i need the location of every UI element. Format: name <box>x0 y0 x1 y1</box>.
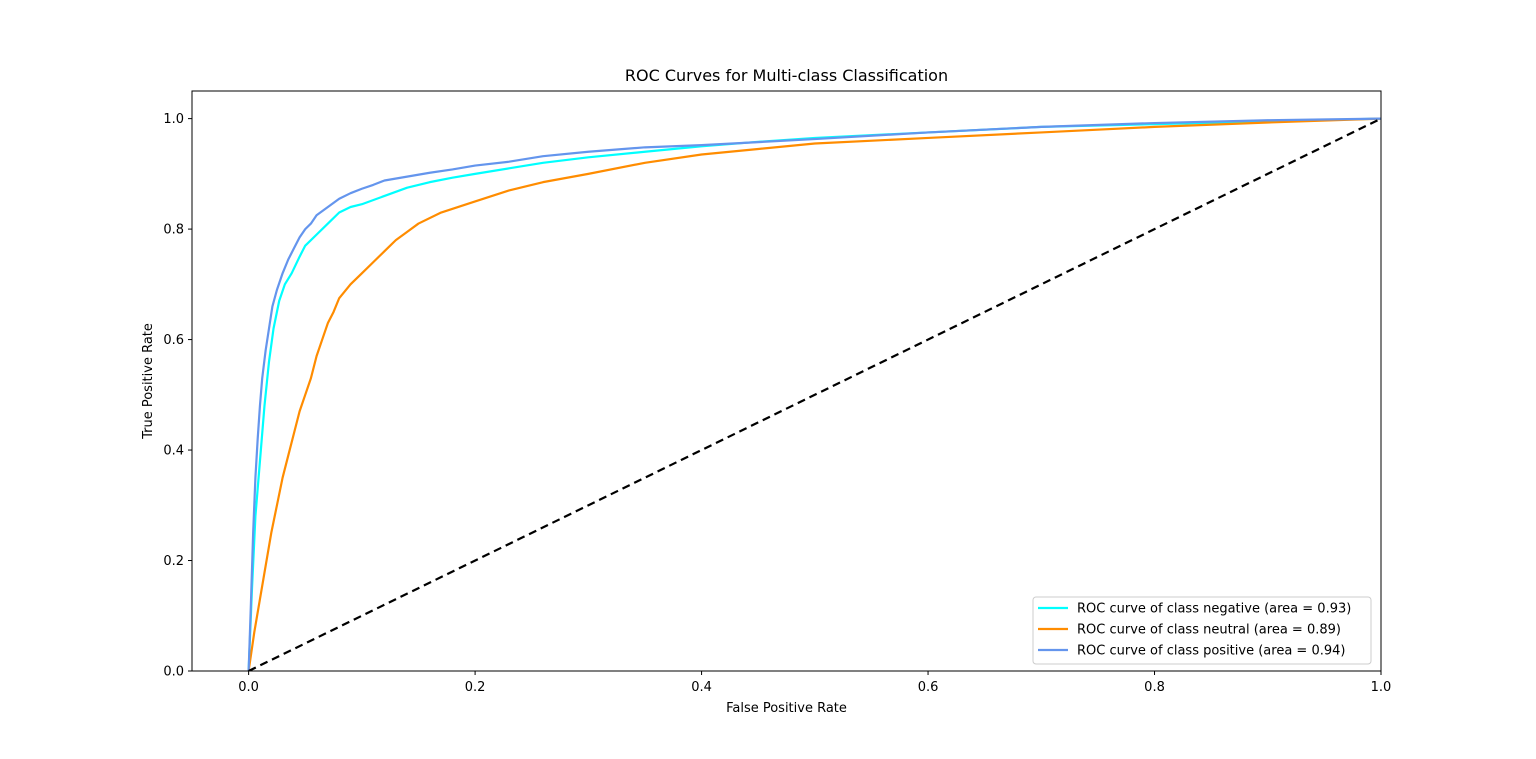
x-tick-label: 0.0 <box>238 680 259 695</box>
y-tick-label: 0.4 <box>163 444 184 459</box>
plot-frame <box>191 90 1382 672</box>
y-tick-label: 1.0 <box>163 112 184 127</box>
y-tick-label: 0.2 <box>163 554 184 569</box>
legend-entry-negative: ROC curve of class negative (area = 0.93… <box>1038 602 1351 617</box>
legend-label: ROC curve of class neutral (area = 0.89) <box>1077 623 1341 638</box>
legend-entry-positive: ROC curve of class positive (area = 0.94… <box>1038 644 1345 659</box>
chart-title: ROC Curves for Multi-class Classificatio… <box>625 66 948 85</box>
y-tick-label: 0.0 <box>163 665 184 680</box>
legend: ROC curve of class negative (area = 0.93… <box>1032 596 1372 665</box>
x-axis-label: False Positive Rate <box>726 701 847 716</box>
roc-curve-neutral <box>247 117 1381 671</box>
legend-label: ROC curve of class positive (area = 0.94… <box>1077 644 1345 659</box>
legend-label: ROC curve of class negative (area = 0.93… <box>1077 602 1351 617</box>
y-tick-label: 0.6 <box>163 333 184 348</box>
y-axis-label: True Positive Rate <box>141 323 156 440</box>
legend-box <box>1032 596 1372 665</box>
roc-curve-positive <box>247 117 1381 671</box>
x-tick-label: 0.4 <box>691 680 712 695</box>
legend-entry-neutral: ROC curve of class neutral (area = 0.89) <box>1038 623 1341 638</box>
x-tick-label: 0.8 <box>1144 680 1165 695</box>
x-axis: 0.0 0.2 0.4 0.6 0.8 1.0 <box>238 671 1391 695</box>
x-tick-label: 0.2 <box>465 680 486 695</box>
y-tick-label: 0.8 <box>163 223 184 238</box>
x-tick-label: 1.0 <box>1371 680 1392 695</box>
curves-layer <box>247 117 1381 671</box>
x-tick-label: 0.6 <box>918 680 939 695</box>
y-axis: 0.0 0.2 0.4 0.6 0.8 1.0 <box>163 112 192 680</box>
chance-diagonal-line <box>248 117 1381 671</box>
plot-area <box>191 90 1382 672</box>
